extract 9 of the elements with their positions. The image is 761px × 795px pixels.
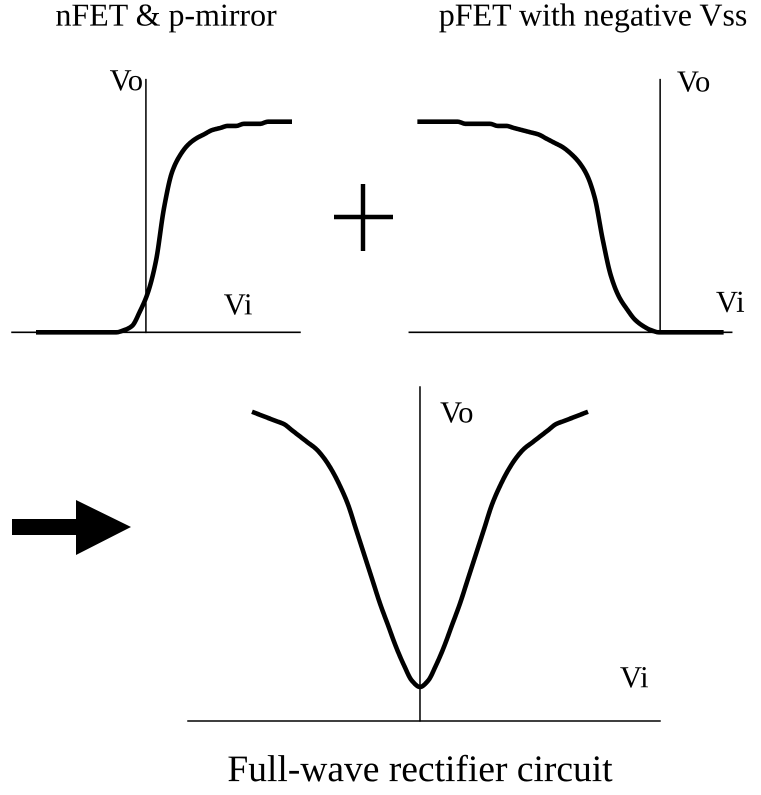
y-axis-title: Vo <box>110 70 142 91</box>
y-axis-title: Vo <box>677 71 710 92</box>
chart-title: pFET with negative Vss <box>439 3 746 32</box>
text: Full-wave rectifier circuit <box>228 754 612 782</box>
chart-title: nFET & p-mirror <box>56 4 276 32</box>
x-axis-title: Vi <box>224 294 252 315</box>
x-axis-title: Vi <box>620 667 648 688</box>
y-axis-title: Vo <box>440 402 472 423</box>
x-axis-title: Vi <box>716 292 744 312</box>
